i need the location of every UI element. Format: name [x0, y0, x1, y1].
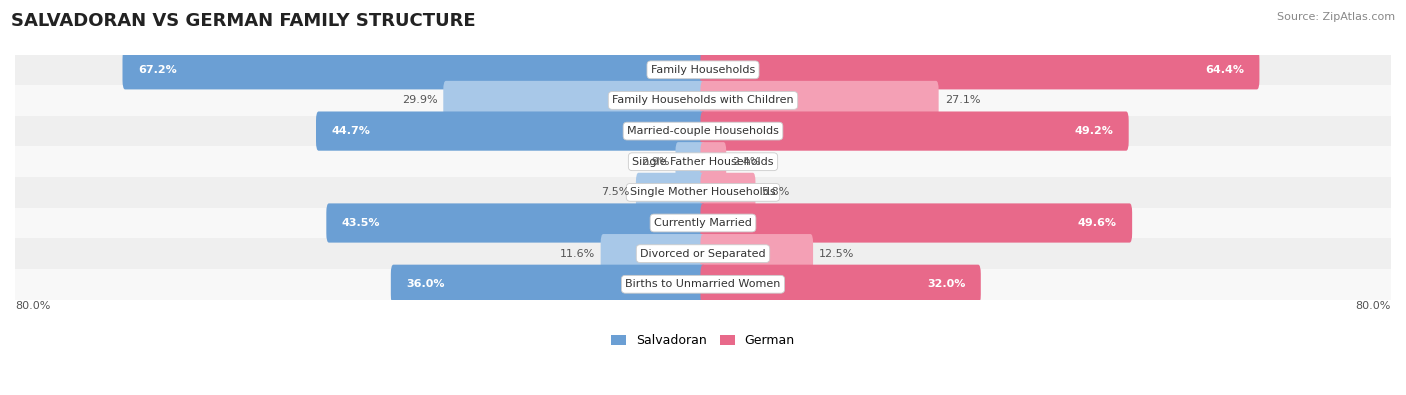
FancyBboxPatch shape: [700, 173, 755, 212]
FancyBboxPatch shape: [15, 85, 1391, 116]
FancyBboxPatch shape: [15, 55, 1391, 85]
FancyBboxPatch shape: [700, 142, 727, 181]
Legend: Salvadoran, German: Salvadoran, German: [612, 334, 794, 347]
Text: 27.1%: 27.1%: [945, 96, 980, 105]
FancyBboxPatch shape: [700, 265, 981, 304]
Text: Single Mother Households: Single Mother Households: [630, 187, 776, 198]
FancyBboxPatch shape: [443, 81, 706, 120]
FancyBboxPatch shape: [636, 173, 706, 212]
Text: 49.6%: 49.6%: [1077, 218, 1116, 228]
FancyBboxPatch shape: [326, 203, 706, 243]
Text: SALVADORAN VS GERMAN FAMILY STRUCTURE: SALVADORAN VS GERMAN FAMILY STRUCTURE: [11, 12, 475, 30]
Text: 80.0%: 80.0%: [1355, 301, 1391, 311]
Text: Births to Unmarried Women: Births to Unmarried Women: [626, 279, 780, 289]
FancyBboxPatch shape: [15, 238, 1391, 269]
Text: Married-couple Households: Married-couple Households: [627, 126, 779, 136]
Text: 80.0%: 80.0%: [15, 301, 51, 311]
Text: Divorced or Separated: Divorced or Separated: [640, 248, 766, 259]
Text: 5.8%: 5.8%: [762, 187, 790, 198]
Text: 43.5%: 43.5%: [342, 218, 380, 228]
FancyBboxPatch shape: [700, 203, 1132, 243]
FancyBboxPatch shape: [15, 269, 1391, 299]
FancyBboxPatch shape: [700, 111, 1129, 151]
FancyBboxPatch shape: [15, 208, 1391, 238]
Text: 2.4%: 2.4%: [733, 157, 761, 167]
Text: 64.4%: 64.4%: [1205, 65, 1244, 75]
Text: 49.2%: 49.2%: [1074, 126, 1114, 136]
Text: 12.5%: 12.5%: [820, 248, 855, 259]
Text: 7.5%: 7.5%: [602, 187, 630, 198]
Text: Family Households: Family Households: [651, 65, 755, 75]
Text: 29.9%: 29.9%: [402, 96, 437, 105]
FancyBboxPatch shape: [316, 111, 706, 151]
FancyBboxPatch shape: [700, 81, 939, 120]
Text: Single Father Households: Single Father Households: [633, 157, 773, 167]
Text: Family Households with Children: Family Households with Children: [612, 96, 794, 105]
Text: 44.7%: 44.7%: [332, 126, 370, 136]
FancyBboxPatch shape: [15, 177, 1391, 208]
FancyBboxPatch shape: [15, 147, 1391, 177]
Text: 2.9%: 2.9%: [641, 157, 669, 167]
Text: 67.2%: 67.2%: [138, 65, 177, 75]
Text: 36.0%: 36.0%: [406, 279, 444, 289]
FancyBboxPatch shape: [15, 116, 1391, 147]
Text: 11.6%: 11.6%: [560, 248, 595, 259]
Text: Currently Married: Currently Married: [654, 218, 752, 228]
FancyBboxPatch shape: [700, 50, 1260, 89]
Text: 32.0%: 32.0%: [927, 279, 966, 289]
Text: Source: ZipAtlas.com: Source: ZipAtlas.com: [1277, 12, 1395, 22]
FancyBboxPatch shape: [675, 142, 706, 181]
FancyBboxPatch shape: [600, 234, 706, 273]
FancyBboxPatch shape: [122, 50, 706, 89]
FancyBboxPatch shape: [391, 265, 706, 304]
FancyBboxPatch shape: [700, 234, 813, 273]
